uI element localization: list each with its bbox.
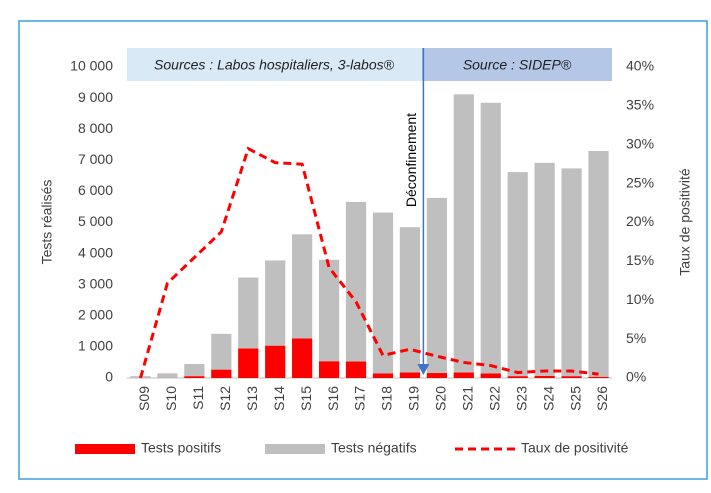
x-tick-label: S21 <box>460 386 476 411</box>
y2-tick-label: 15% <box>626 252 654 268</box>
x-tick-label: S19 <box>406 386 422 411</box>
y-tick-label: 7 000 <box>78 151 113 167</box>
bar <box>318 259 340 362</box>
legend-swatch <box>265 444 325 454</box>
bar <box>372 373 394 378</box>
bar <box>184 376 205 378</box>
y2-tick-label: 5% <box>626 330 646 346</box>
x-tick-label: S26 <box>594 386 610 411</box>
bar <box>588 150 609 377</box>
x-tick-label: S15 <box>298 386 314 411</box>
legend-label: Tests positifs <box>141 440 221 456</box>
source-band-2 <box>422 48 612 81</box>
y-tick-label: 4 000 <box>78 244 113 260</box>
bar <box>453 372 474 378</box>
legend-label: Taux de positivité <box>521 440 629 456</box>
bar <box>399 372 421 378</box>
source-label: Source : SIDEP® <box>463 57 572 73</box>
y-tick-label: 0 <box>105 369 113 385</box>
bar <box>561 376 582 378</box>
x-tick-label: S22 <box>486 386 502 411</box>
y2-tick-label: 10% <box>626 291 654 307</box>
x-tick-label: S11 <box>190 386 206 410</box>
bar <box>211 369 232 378</box>
bar <box>372 212 394 374</box>
x-tick-label: S17 <box>352 386 368 411</box>
bar <box>561 168 582 377</box>
bar <box>426 197 447 374</box>
x-tick-label: S09 <box>136 386 152 411</box>
bar <box>318 361 340 378</box>
y2-tick-label: 40% <box>626 58 654 74</box>
bar <box>184 364 205 377</box>
y-tick-label: 5 000 <box>78 213 113 229</box>
bar <box>238 348 259 378</box>
bar <box>292 338 313 378</box>
x-tick-label: S14 <box>271 386 287 411</box>
bar <box>534 162 555 376</box>
bar <box>265 345 286 378</box>
legend-label: Tests négatifs <box>331 440 417 456</box>
bar <box>345 361 367 378</box>
x-tick-label: S24 <box>540 386 556 411</box>
y-tick-label: 6 000 <box>78 182 113 198</box>
x-tick-label: S12 <box>217 386 233 411</box>
source-band-1 <box>127 48 422 81</box>
x-tick-label: S23 <box>513 386 529 411</box>
bar <box>238 277 259 349</box>
event-arrow <box>417 364 430 375</box>
bar <box>480 102 501 374</box>
bar <box>157 373 178 378</box>
rate-line <box>139 146 599 379</box>
bar <box>588 376 609 378</box>
bar <box>211 333 232 370</box>
bar <box>534 375 555 378</box>
x-tick-label: S13 <box>244 386 260 411</box>
y-tick-label: 9 000 <box>78 89 113 105</box>
x-tick-label: S16 <box>325 386 341 411</box>
y2-tick-label: 20% <box>626 213 654 229</box>
y2-tick-label: 0% <box>626 369 646 385</box>
bar <box>292 234 313 339</box>
legend-swatch <box>75 444 135 454</box>
x-tick-label: S25 <box>567 386 583 411</box>
source-label: Sources : Labos hospitaliers, 3-labos® <box>154 57 395 73</box>
bar <box>453 94 474 373</box>
bar <box>426 373 447 378</box>
y2-axis-label: Taux de positivité <box>677 168 693 276</box>
x-tick-label: S10 <box>163 386 179 411</box>
y-tick-label: 1 000 <box>78 338 113 354</box>
x-tick-label: S20 <box>433 386 449 411</box>
bar <box>265 260 286 346</box>
bar <box>345 201 367 362</box>
y2-tick-label: 25% <box>626 174 654 190</box>
y-tick-label: 2 000 <box>78 307 113 323</box>
event-label: Déconfinement <box>403 113 419 207</box>
x-tick-label: S18 <box>379 386 395 411</box>
y-tick-label: 10 000 <box>70 58 113 74</box>
y2-tick-label: 30% <box>626 135 654 151</box>
bar <box>480 373 501 378</box>
bar <box>507 376 528 378</box>
bar <box>399 227 421 373</box>
y-tick-label: 3 000 <box>78 275 113 291</box>
y2-tick-label: 35% <box>626 97 654 113</box>
y-axis-label: Tests réalisés <box>39 180 55 265</box>
bar <box>507 172 528 377</box>
y-tick-label: 8 000 <box>78 120 113 136</box>
